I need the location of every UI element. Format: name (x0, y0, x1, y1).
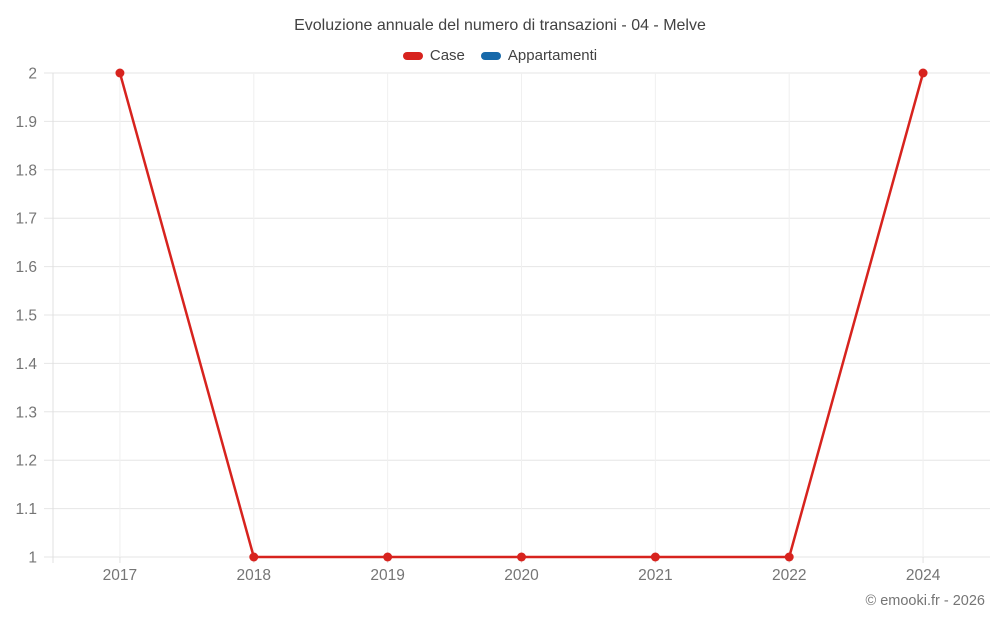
chart-title: Evoluzione annuale del numero di transaz… (294, 17, 706, 34)
appartamenti-series-swatch-icon (480, 51, 501, 60)
y-axis-tick-label: 1.5 (15, 308, 37, 325)
y-axis-tick-label: 1.6 (15, 259, 37, 276)
case-series-swatch-icon (402, 51, 423, 60)
x-axis-tick-label: 2021 (638, 567, 672, 584)
x-axis-tick-label: 2020 (504, 567, 539, 584)
watermark: © emooki.fr - 2026 (865, 593, 985, 609)
data-point-case-2021[interactable] (650, 552, 660, 562)
data-point-case-2020[interactable] (517, 552, 526, 562)
x-axis-tick-label: 2024 (906, 567, 941, 584)
y-axis-tick-label: 1.3 (15, 404, 37, 421)
legend-label-case: Case (429, 47, 465, 64)
y-axis-tick-label: 1.2 (15, 453, 37, 470)
data-point-case-2017[interactable] (115, 68, 125, 78)
legend-item-appartamenti[interactable]: Appartamenti (480, 47, 598, 64)
y-axis-tick-label: 1.7 (15, 211, 37, 228)
y-axis-tick-label: 1.9 (15, 114, 37, 131)
y-axis-tick-label: 2 (28, 66, 37, 83)
data-point-case-2024[interactable] (918, 68, 928, 78)
legend-label-appartamenti: Appartamenti (507, 47, 598, 64)
data-point-case-2019[interactable] (383, 552, 393, 562)
y-axis-tick-label: 1.1 (15, 501, 37, 518)
data-point-case-2022[interactable] (784, 552, 794, 562)
x-axis-tick-label: 2017 (103, 567, 137, 584)
data-point-case-2018[interactable] (249, 552, 259, 562)
x-axis-tick-label: 2022 (772, 567, 806, 584)
x-axis-tick-label: 2018 (237, 567, 271, 584)
legend: Case Appartamenti (0, 47, 1000, 64)
y-axis-tick-label: 1 (28, 550, 37, 567)
x-axis-tick-label: 2019 (370, 567, 404, 584)
y-axis-tick-label: 1.8 (15, 162, 37, 179)
legend-item-case[interactable]: Case (402, 47, 465, 64)
y-axis-tick-label: 1.4 (15, 356, 37, 373)
